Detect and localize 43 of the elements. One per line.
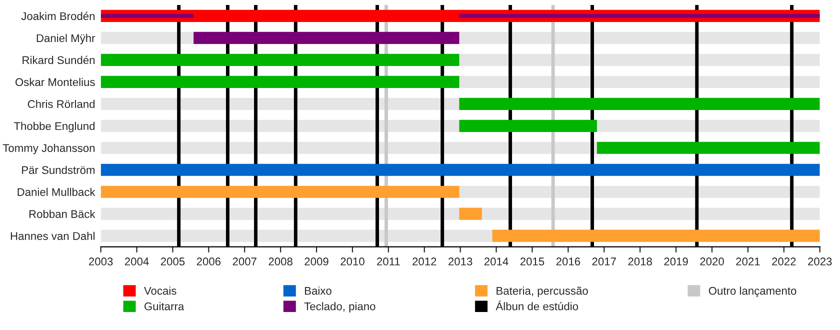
y-tick-label: Joakim Brodén — [21, 12, 95, 20]
y-tick-label: Oskar Montelius — [16, 78, 95, 86]
x-tick-label: 2020 — [700, 258, 724, 266]
y-tick-label: Robban Bäck — [29, 210, 96, 218]
x-tick-label: 2004 — [124, 258, 149, 266]
legend-label: Teclado, piano — [304, 302, 376, 312]
legend-label: Vocais — [144, 286, 176, 295]
x-tick-label: 2005 — [160, 258, 185, 266]
x-tick-label: 2017 — [592, 258, 616, 266]
bar — [459, 208, 482, 220]
y-tick-label: Tommy Johansson — [2, 144, 95, 154]
legend-label: Outro lançamento — [708, 286, 796, 297]
bar — [459, 120, 597, 132]
y-tick-label: Daniel Mullback — [18, 188, 96, 196]
x-tick-label: 2010 — [340, 258, 364, 266]
x-tick-label: 2011 — [377, 258, 400, 266]
bar — [596, 142, 820, 154]
legend-label: Álbun de estúdio — [496, 300, 578, 310]
legend-label: Guitarra — [144, 302, 184, 310]
x-tick-label: 2021 — [736, 258, 760, 266]
legend-label: Baixo — [305, 286, 332, 295]
bar — [459, 14, 820, 18]
y-tick-label: Pär Sundström — [22, 166, 95, 174]
legend-label: Bateria, percussão — [496, 286, 588, 297]
y-tick-label: Thobbe Englund — [14, 122, 95, 132]
x-tick-label: 2019 — [664, 258, 688, 266]
x-tick-label: 2003 — [89, 258, 113, 266]
y-tick-label: Rikard Sundén — [22, 56, 95, 64]
x-tick-label: 2016 — [556, 258, 580, 266]
x-tick-label: 2008 — [268, 258, 292, 266]
x-tick-label: 2015 — [520, 258, 544, 266]
y-tick-label: Hannes van Dahl — [10, 232, 95, 240]
y-tick-label: Daniel Mÿhr — [36, 34, 96, 44]
x-tick-label: 2006 — [196, 258, 221, 266]
x-tick-label: 2018 — [628, 258, 652, 266]
x-tick-label: 2014 — [484, 258, 508, 266]
y-tick-label: Chris Rörland — [28, 100, 95, 108]
x-tick-label: 2023 — [808, 258, 832, 266]
x-tick-label: 2012 — [412, 258, 436, 266]
x-tick-label: 2022 — [772, 258, 796, 266]
x-tick-label: 2007 — [232, 258, 256, 266]
x-tick-label: 2009 — [304, 258, 328, 266]
x-tick-label: 2013 — [448, 258, 472, 266]
